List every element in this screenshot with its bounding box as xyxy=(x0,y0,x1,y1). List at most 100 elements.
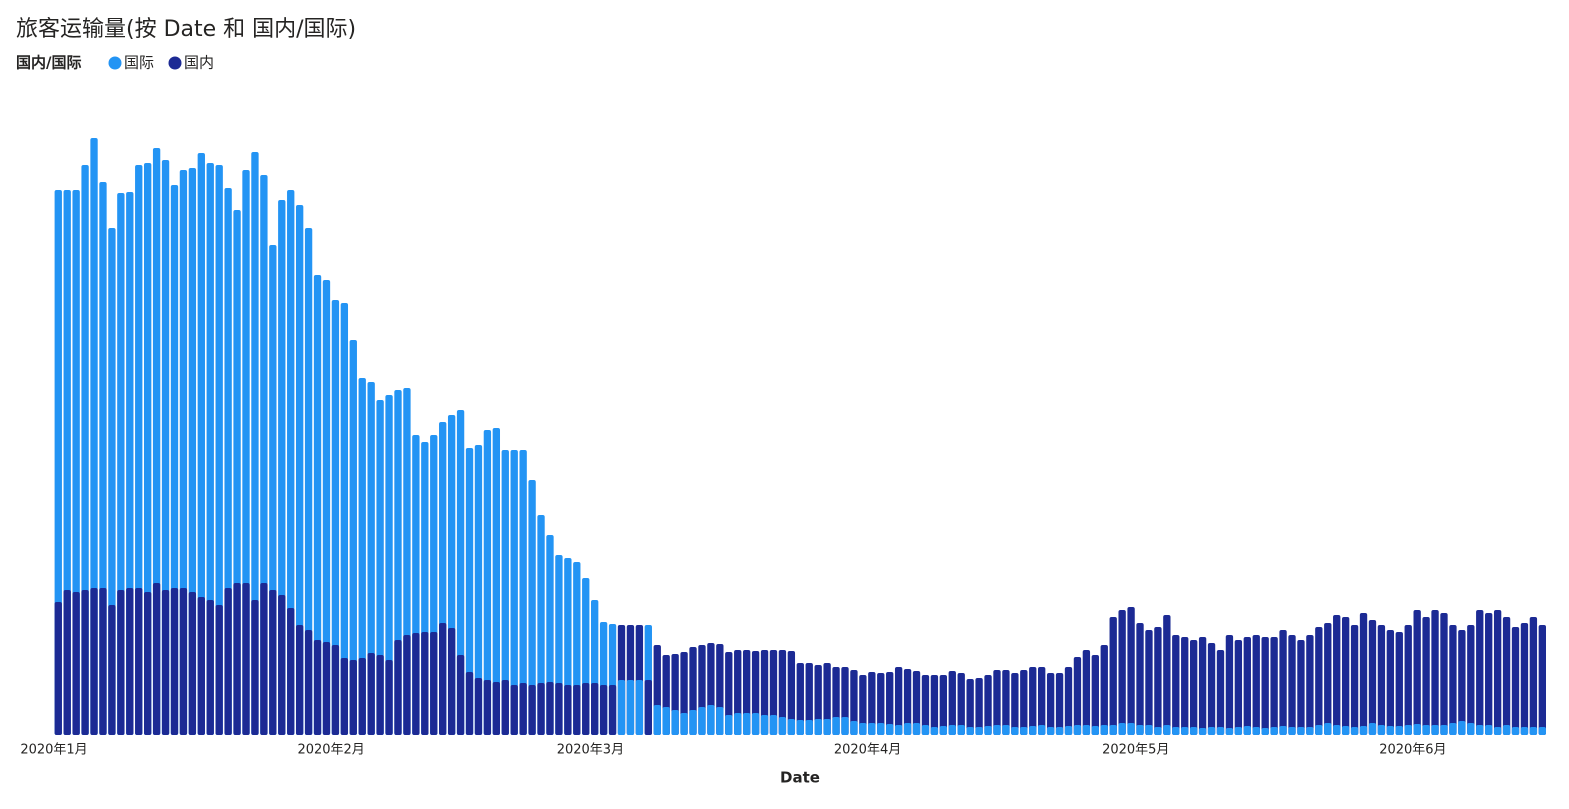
bar xyxy=(188,592,197,735)
bar xyxy=(403,635,411,735)
bar xyxy=(1511,627,1520,735)
bar xyxy=(823,719,831,735)
bar xyxy=(886,724,894,735)
bar xyxy=(1154,727,1162,735)
bar xyxy=(1458,721,1466,735)
bar xyxy=(1118,610,1126,735)
bar xyxy=(1270,637,1278,735)
bar xyxy=(1476,725,1484,735)
bar xyxy=(295,625,304,735)
bar xyxy=(635,680,644,735)
bar xyxy=(322,280,331,735)
bar xyxy=(331,300,340,735)
bar xyxy=(1315,725,1323,735)
bar xyxy=(993,725,1001,735)
bar xyxy=(170,588,179,735)
bar xyxy=(760,715,769,735)
bar xyxy=(99,588,107,735)
bar xyxy=(1109,617,1117,735)
bar xyxy=(1234,727,1243,735)
bar xyxy=(850,670,858,735)
bar xyxy=(1502,725,1511,735)
bar xyxy=(975,678,983,735)
bar xyxy=(313,640,322,735)
bar xyxy=(1100,645,1108,735)
bar xyxy=(528,480,536,735)
bar xyxy=(126,588,134,735)
x-tick-label: 2020年4月 xyxy=(834,743,901,758)
bar xyxy=(537,515,545,735)
bar xyxy=(278,595,286,735)
bar xyxy=(1493,727,1502,735)
bar xyxy=(1431,610,1439,735)
bar xyxy=(1431,725,1439,735)
bar xyxy=(1341,617,1350,735)
bar xyxy=(734,713,742,735)
bar xyxy=(868,672,876,735)
bar xyxy=(1011,727,1019,735)
bar xyxy=(304,630,313,735)
plot-area xyxy=(54,138,1546,735)
bar xyxy=(135,588,143,735)
bar xyxy=(1422,617,1430,735)
bar xyxy=(304,228,313,735)
bar xyxy=(903,723,912,735)
bar xyxy=(1359,613,1368,735)
bar xyxy=(1207,643,1216,735)
bar xyxy=(1324,723,1332,735)
bar xyxy=(412,633,420,735)
bar xyxy=(215,165,223,735)
bar xyxy=(1377,725,1386,735)
bar xyxy=(421,632,429,735)
bar xyxy=(1198,637,1207,735)
bar xyxy=(1118,723,1126,735)
bar xyxy=(1404,725,1412,735)
bar xyxy=(1279,630,1287,735)
chart-title: 旅客运输量(按 Date 和 国内/国际) xyxy=(16,17,356,42)
bar xyxy=(1189,727,1198,735)
bar xyxy=(778,650,787,735)
legend: 国际 国内 xyxy=(108,54,214,72)
bar xyxy=(662,707,670,735)
bar xyxy=(707,705,715,735)
bar xyxy=(1413,610,1421,735)
bar xyxy=(465,672,474,735)
bar xyxy=(742,713,751,735)
bar xyxy=(1261,637,1269,735)
bar xyxy=(1154,627,1162,735)
bar xyxy=(796,663,804,735)
bar xyxy=(1127,723,1135,735)
bar xyxy=(295,205,304,735)
bar xyxy=(671,710,679,735)
bar xyxy=(1467,625,1475,735)
bar xyxy=(716,707,724,735)
bar xyxy=(1350,727,1359,735)
bar xyxy=(823,663,831,735)
bar xyxy=(1485,613,1493,735)
bar xyxy=(546,682,554,735)
bar xyxy=(564,685,572,735)
bar xyxy=(760,650,769,735)
bar xyxy=(957,725,965,735)
bar xyxy=(599,685,608,735)
bar xyxy=(939,675,948,735)
bar xyxy=(1198,728,1207,735)
bar xyxy=(1252,635,1260,735)
bar xyxy=(894,667,903,735)
x-tick-label: 2020年2月 xyxy=(297,743,364,758)
bar xyxy=(689,710,697,735)
bar xyxy=(483,430,492,735)
bar xyxy=(1055,727,1064,735)
bar xyxy=(814,665,822,735)
bar xyxy=(1234,640,1243,735)
bar xyxy=(1243,726,1251,735)
bar xyxy=(251,152,259,735)
bar xyxy=(626,680,635,735)
bar xyxy=(260,583,268,735)
bar xyxy=(367,653,375,735)
bar xyxy=(1315,627,1323,735)
bar xyxy=(1422,725,1430,735)
legend-marker xyxy=(108,56,122,70)
bar xyxy=(751,713,760,735)
bar xyxy=(591,683,599,735)
